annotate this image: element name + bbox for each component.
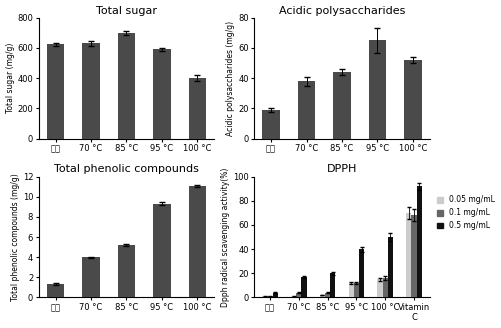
Bar xyxy=(47,284,64,297)
Bar xyxy=(333,72,350,139)
Bar xyxy=(296,293,301,297)
Y-axis label: Acidic polysaccharides (mg/g): Acidic polysaccharides (mg/g) xyxy=(226,21,235,136)
Bar xyxy=(188,186,206,297)
Bar xyxy=(377,279,382,297)
Bar xyxy=(153,50,170,139)
Bar xyxy=(387,237,392,297)
Title: DPPH: DPPH xyxy=(326,164,356,174)
Bar xyxy=(291,296,296,297)
Bar xyxy=(330,273,335,297)
Title: Acidic polysaccharides: Acidic polysaccharides xyxy=(278,6,404,15)
Bar xyxy=(319,295,324,297)
Bar xyxy=(297,81,315,139)
Bar xyxy=(272,293,277,297)
Title: Total sugar: Total sugar xyxy=(96,6,157,15)
Bar xyxy=(188,78,206,139)
Bar xyxy=(410,215,416,297)
Bar xyxy=(117,245,135,297)
Bar xyxy=(47,44,64,139)
Bar xyxy=(301,277,306,297)
Bar xyxy=(368,40,385,139)
Y-axis label: Total sugar (mg/g): Total sugar (mg/g) xyxy=(6,43,15,113)
Bar xyxy=(267,296,272,297)
Legend: 0.05 mg/mL, 0.1 mg/mL, 0.5 mg/mL: 0.05 mg/mL, 0.1 mg/mL, 0.5 mg/mL xyxy=(434,194,495,232)
Bar xyxy=(403,60,421,139)
Bar xyxy=(82,257,100,297)
Y-axis label: Total phenolic compounds (mg/g): Total phenolic compounds (mg/g) xyxy=(11,173,20,301)
Bar xyxy=(353,283,358,297)
Bar xyxy=(153,204,170,297)
Bar xyxy=(117,33,135,139)
Bar xyxy=(382,278,387,297)
Bar xyxy=(82,43,100,139)
Y-axis label: Dpph radical scavenging activity(%): Dpph radical scavenging activity(%) xyxy=(221,167,229,307)
Bar xyxy=(416,186,421,297)
Bar xyxy=(324,293,330,297)
Bar xyxy=(358,249,363,297)
Bar xyxy=(262,110,280,139)
Bar xyxy=(348,283,353,297)
Title: Total phenolic compounds: Total phenolic compounds xyxy=(54,164,198,174)
Bar xyxy=(262,296,267,297)
Bar xyxy=(405,213,410,297)
